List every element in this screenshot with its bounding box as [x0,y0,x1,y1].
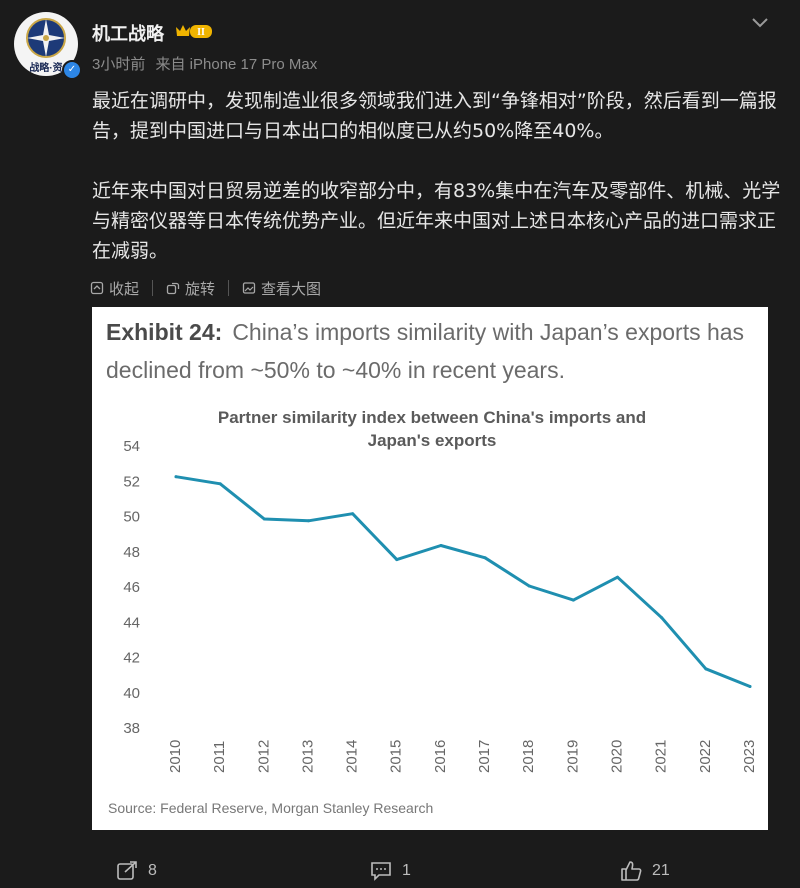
y-tick-label: 44 [123,614,140,631]
collapse-button[interactable]: 收起 [90,278,139,299]
y-tick-label: 50 [123,509,140,526]
x-tick-label: 2012 [255,740,272,773]
post-text: 最近在调研中，发现制造业很多领域我们进入到“争锋相对”阶段，然后看到一篇报告，提… [92,86,782,266]
comment-count: 1 [402,862,411,879]
data-point [704,667,708,671]
data-point [527,584,531,588]
repost-button[interactable]: 8 [116,860,157,882]
x-tick-label: 2011 [211,741,228,773]
exhibit-label: Exhibit 24: [106,319,223,345]
avatar-logo-icon [26,18,66,58]
repost-icon [117,861,137,880]
y-tick-label: 42 [123,650,140,667]
collapse-label: 收起 [109,280,140,298]
action-bar: 8 1 21 [0,850,800,888]
y-tick-label: 52 [123,473,140,490]
avatar[interactable]: 战略·资 [14,12,78,76]
like-button[interactable]: 21 [620,860,670,882]
verified-icon: ✓ [62,60,82,80]
x-tick-label: 2018 [520,740,537,773]
y-tick-label: 46 [123,579,140,596]
data-point [660,616,664,620]
view-large-button[interactable]: 查看大图 [242,278,321,299]
data-point [306,519,310,523]
post-meta: 3小时前 来自 iPhone 17 Pro Max [92,53,323,74]
member-crown-icon: II [176,25,212,38]
chart-title-line-1: Partner similarity index between China's… [217,408,647,427]
x-tick-label: 2010 [167,740,184,773]
member-level: II [197,27,205,38]
data-point [483,556,487,560]
chart-title: Partner similarity index between China's… [172,406,692,452]
x-tick-label: 2021 [653,740,670,773]
like-count: 21 [652,862,670,879]
data-point [174,475,178,479]
y-tick-label: 40 [123,685,140,702]
series-layer [174,475,752,688]
collapse-icon [90,281,104,295]
y-tick-label: 48 [123,544,140,561]
x-tick-label: 2017 [476,740,493,773]
exhibit-line-1: Exhibit 24: China’s imports similarity wi… [106,313,768,351]
y-tick-label: 54 [123,438,140,455]
x-tick-label: 2015 [388,740,405,773]
toolbar-divider [228,280,230,296]
data-point [616,575,620,579]
x-tick-label: 2013 [299,740,316,773]
image-toolbar: 收起 旋转 查看大图 [90,277,321,299]
data-point [395,558,399,562]
data-point [748,684,752,688]
x-tick-label: 2020 [609,740,626,773]
x-tick-label: 2014 [344,740,361,773]
chart-title-line-2: Japan's exports [367,431,497,450]
rotate-button[interactable]: 旋转 [166,278,215,299]
data-point [262,517,266,521]
data-point [439,543,443,547]
toolbar-divider [152,280,154,296]
chart-source: Source: Federal Reserve, Morgan Stanley … [108,800,434,816]
post-header: 战略·资 ✓ 机工战略 II 3小时前 来自 iPhone 17 Pro Max [0,0,800,80]
thumbs-up-icon [621,861,642,881]
exhibit-title: Exhibit 24: China’s imports similarity wi… [106,313,768,389]
post-time: 3小时前 [92,56,146,73]
y-tick-label: 38 [123,720,140,737]
x-tick-label: 2019 [564,740,581,773]
x-tick-label: 2016 [432,740,449,773]
data-point [571,598,575,602]
view-large-icon [242,282,256,294]
exhibit-line-2: declined from ~50% to ~40% in recent yea… [106,357,565,383]
rotate-icon [166,282,180,295]
x-tick-label: 2023 [741,740,758,773]
avatar-caption: 战略·资 [29,63,63,74]
view-large-label: 查看大图 [261,280,322,298]
repost-count: 8 [148,862,157,879]
post-paragraph-1: 最近在调研中，发现制造业很多领域我们进入到“争锋相对”阶段，然后看到一篇报告，提… [92,90,777,142]
exhibit-line-1-text: China’s imports similarity with Japan’s … [232,319,745,345]
rotate-label: 旋转 [185,280,216,298]
y-axis: 38 40 42 44 46 48 50 52 54 [123,438,140,737]
x-tick-label: 2022 [697,740,714,773]
series-line [174,475,752,688]
author-name[interactable]: 机工战略 [92,24,164,44]
x-axis: 2010 2011 2012 2013 2014 2015 2016 2017 2018 2019… [167,740,758,773]
comment-button[interactable]: 1 [370,860,411,882]
post-paragraph-2: 近年来中国对日贸易逆差的收窄部分中，有83%集中在汽车及零部件、机械、光学与精密… [92,180,781,262]
post-source: 来自 iPhone 17 Pro Max [155,56,318,73]
data-point [351,512,355,516]
data-point [218,482,222,486]
post-image[interactable]: Exhibit 24: China’s imports similarity wi… [92,307,768,830]
comment-icon [371,862,391,881]
chevron-down-icon[interactable] [748,14,772,30]
